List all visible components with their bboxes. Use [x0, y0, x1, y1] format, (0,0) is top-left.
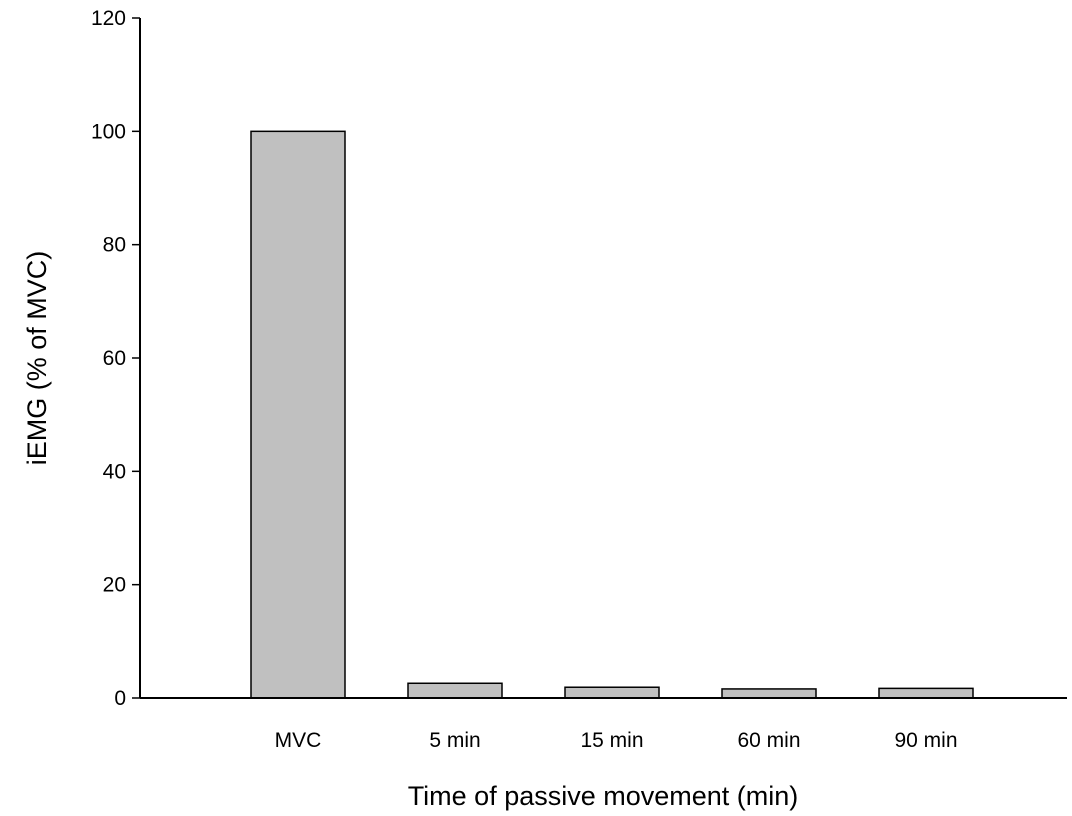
y-tick-label: 100 — [91, 120, 126, 143]
y-axis-ticks: 0 20 40 60 80 100 120 — [91, 7, 140, 710]
bar — [721, 688, 817, 699]
bar — [250, 130, 346, 699]
x-axis-tick-labels: MVC 5 min 15 min 60 min 90 min — [275, 729, 958, 752]
y-tick-label: 40 — [103, 460, 126, 483]
bar — [564, 686, 660, 699]
bar — [878, 687, 974, 699]
x-tick-label: 5 min — [429, 729, 480, 752]
bars-group — [250, 130, 974, 699]
x-tick-label: 15 min — [580, 729, 643, 752]
y-tick-label: 20 — [103, 574, 126, 597]
x-axis-title: Time of passive movement (min) — [408, 781, 799, 811]
y-tick-label: 0 — [114, 687, 126, 710]
x-tick-label: 90 min — [894, 729, 957, 752]
bar — [407, 682, 503, 699]
y-axis-title: iEMG (% of MVC) — [22, 251, 52, 466]
x-tick-label: 60 min — [737, 729, 800, 752]
y-tick-label: 60 — [103, 347, 126, 370]
y-tick-label: 80 — [103, 234, 126, 257]
y-tick-label: 120 — [91, 7, 126, 30]
x-tick-label: MVC — [275, 729, 322, 752]
